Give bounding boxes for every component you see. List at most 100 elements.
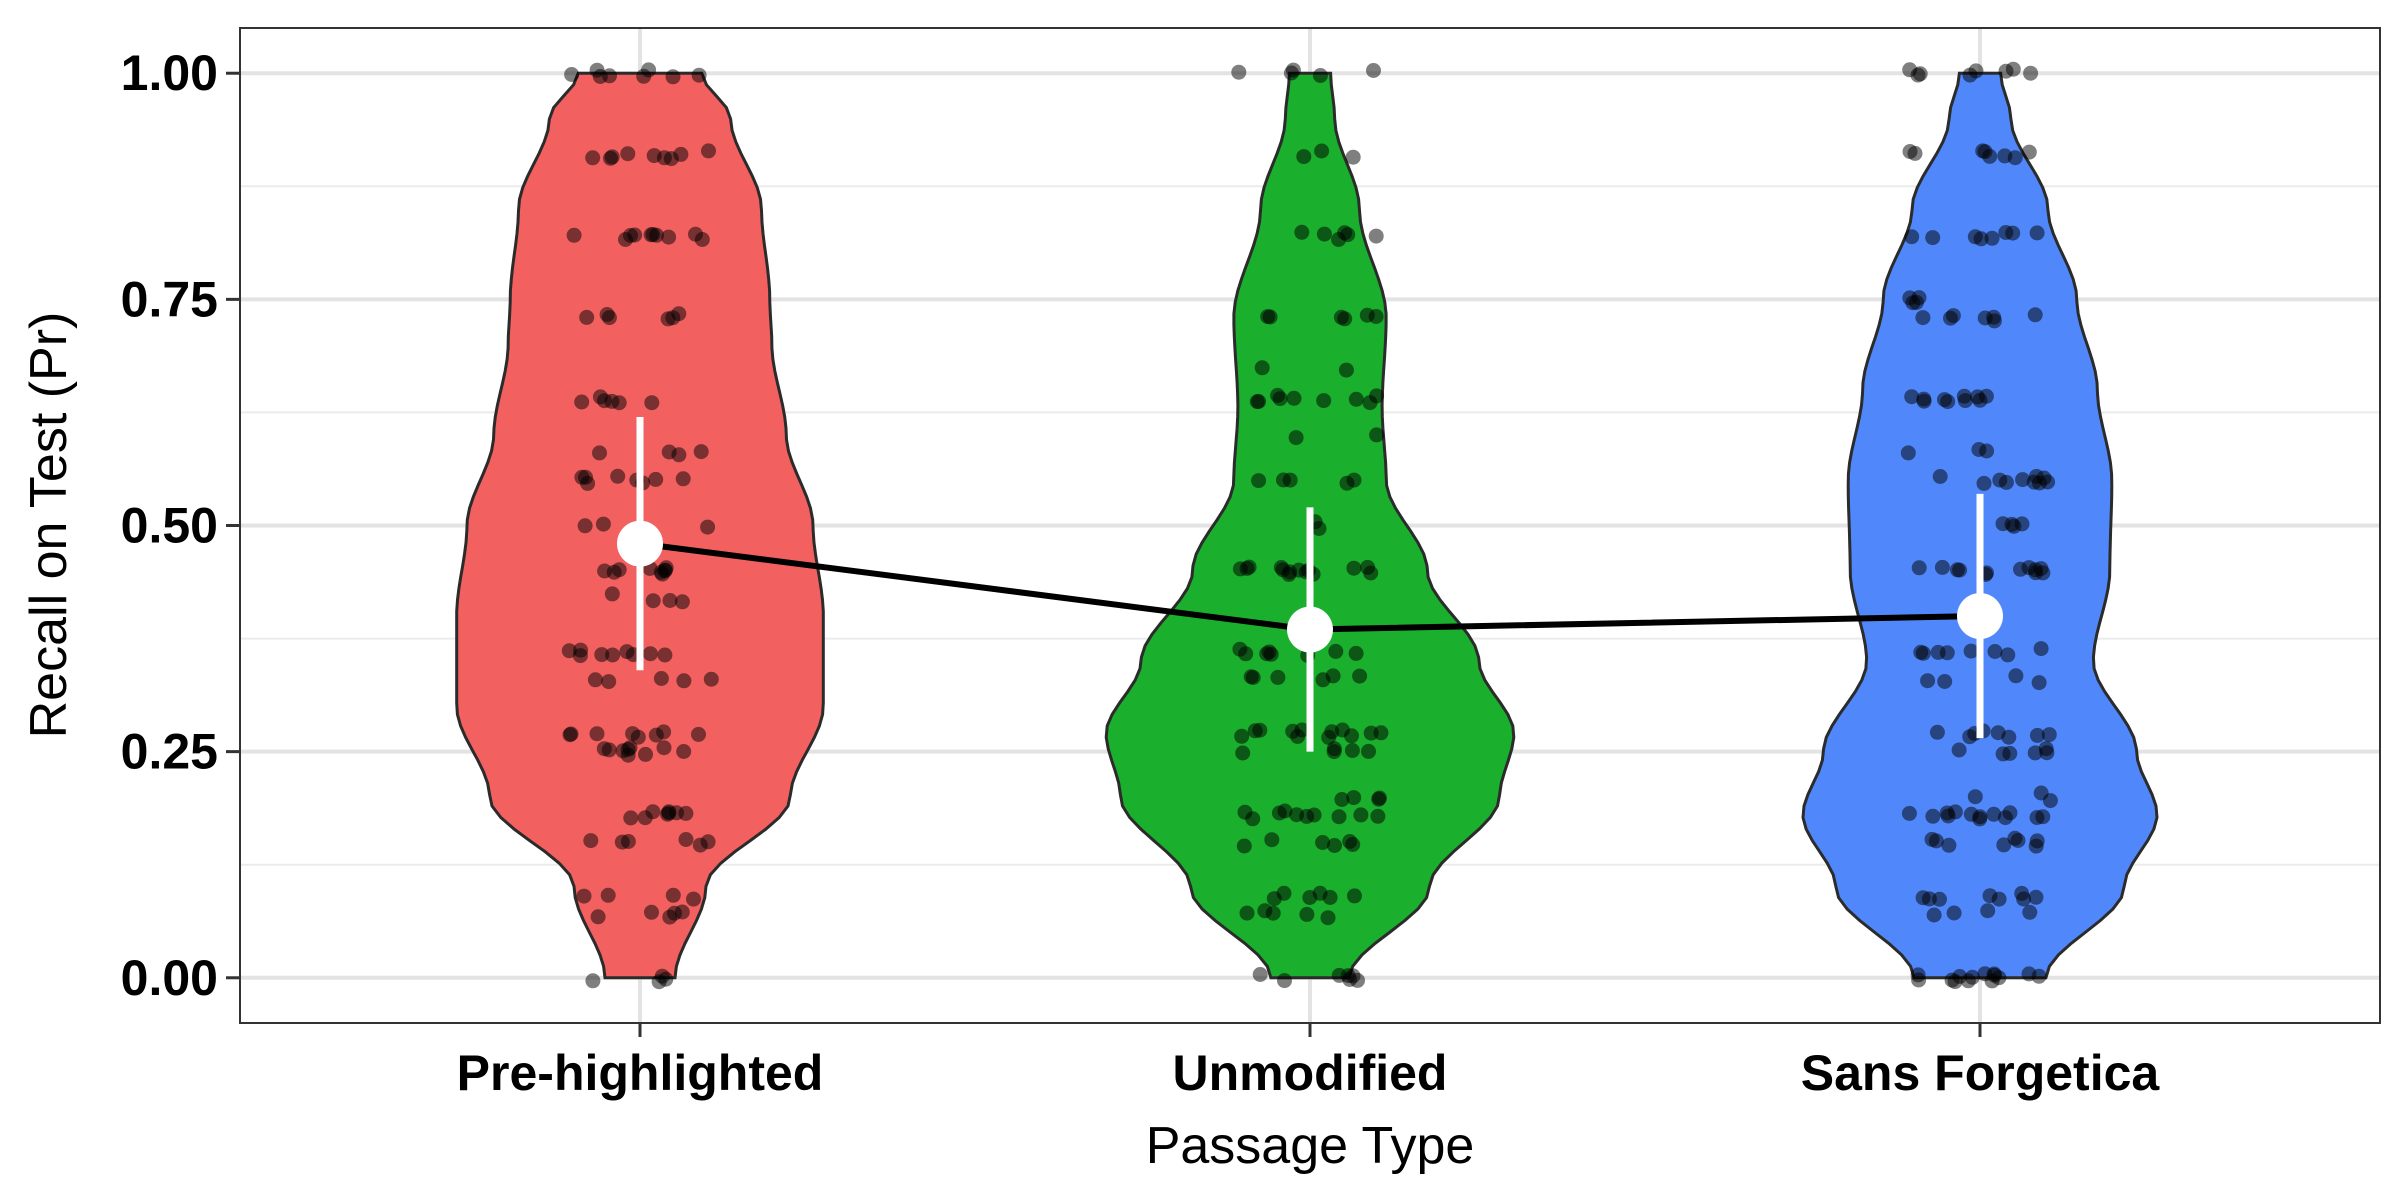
data-point: [648, 471, 664, 487]
data-point: [589, 726, 605, 742]
data-point: [1294, 224, 1310, 240]
data-point: [1946, 905, 1962, 921]
data-point: [1270, 669, 1286, 685]
data-point: [1311, 521, 1327, 536]
data-point: [1252, 967, 1268, 982]
data-point: [1232, 641, 1248, 657]
data-point: [1366, 63, 1381, 78]
data-point: [1324, 724, 1340, 740]
data-point: [2027, 745, 2043, 761]
data-point: [577, 518, 593, 534]
data-point: [1296, 149, 1312, 165]
data-point: [1979, 443, 1995, 459]
data-point: [1962, 67, 1978, 83]
data-point: [1368, 228, 1384, 244]
data-point: [2031, 968, 2047, 984]
data-point: [579, 309, 595, 325]
data-point: [1911, 972, 1927, 988]
data-point: [1251, 473, 1267, 489]
data-point: [1260, 309, 1276, 325]
data-point: [1345, 837, 1361, 852]
data-point: [657, 562, 673, 578]
data-point: [1306, 807, 1322, 823]
data-point: [673, 146, 689, 162]
data-point: [1327, 838, 1342, 853]
data-point: [693, 444, 709, 460]
data-point: [703, 671, 719, 687]
data-point: [1984, 230, 2000, 246]
data-point: [1930, 644, 1946, 660]
data-point: [656, 724, 672, 740]
data-point: [1276, 885, 1292, 901]
data-point: [1363, 565, 1379, 581]
data-point: [600, 887, 616, 903]
data-point: [1973, 231, 1989, 247]
data-point: [1926, 907, 1942, 923]
data-point: [587, 672, 603, 688]
data-point: [2029, 833, 2045, 849]
x-tick-label: Sans Forgetica: [1801, 1045, 2161, 1101]
data-point: [1252, 722, 1268, 738]
data-point: [1937, 392, 1952, 408]
data-point: [1952, 562, 1968, 578]
data-point: [2021, 144, 2037, 160]
data-point: [1325, 668, 1341, 684]
jitter-points: [561, 61, 2058, 990]
data-point: [561, 643, 577, 659]
data-point: [1369, 388, 1385, 404]
data-point: [1328, 643, 1344, 659]
data-point: [1915, 645, 1931, 661]
data-point: [1245, 670, 1261, 685]
data-point: [2008, 668, 2024, 684]
data-point: [1283, 65, 1299, 81]
data-point: [619, 644, 635, 660]
data-point: [1322, 889, 1338, 905]
data-point: [2006, 518, 2022, 534]
data-point: [592, 69, 608, 84]
data-point: [1346, 790, 1362, 806]
data-point: [1372, 790, 1387, 806]
data-point: [1346, 472, 1362, 488]
data-point: [1932, 891, 1947, 907]
data-point: [630, 729, 646, 745]
data-point: [653, 671, 669, 686]
data-point: [1941, 837, 1957, 853]
data-point: [1236, 838, 1252, 854]
data-point: [594, 647, 610, 663]
data-point: [605, 647, 621, 663]
data-point: [623, 810, 639, 826]
data-point: [678, 805, 694, 821]
data-point: [701, 143, 716, 159]
data-point: [599, 307, 615, 322]
data-point: [649, 227, 664, 243]
data-point: [1234, 728, 1250, 744]
data-point: [1352, 668, 1368, 684]
data-point: [686, 891, 701, 907]
data-point: [1915, 890, 1931, 906]
data-point: [1331, 809, 1347, 825]
data-point: [1991, 970, 2007, 986]
data-point: [1998, 63, 2014, 79]
data-point: [1348, 645, 1364, 661]
data-point: [642, 646, 658, 662]
data-point: [1934, 559, 1950, 575]
data-point: [564, 67, 580, 82]
data-point: [1977, 144, 1993, 160]
data-point: [2027, 307, 2043, 323]
data-point: [1900, 445, 1916, 461]
data-point: [595, 516, 611, 532]
data-point: [638, 746, 653, 762]
data-point: [1911, 560, 1927, 576]
data-point: [583, 833, 599, 849]
mean-error-bars: [617, 416, 2003, 752]
data-point: [700, 519, 716, 535]
data-point: [601, 742, 617, 758]
y-tick-label: 1.00: [121, 45, 218, 101]
data-point: [1270, 387, 1286, 403]
data-point: [2005, 225, 2021, 241]
data-point: [585, 973, 601, 989]
data-point: [1314, 143, 1330, 159]
data-point: [1344, 743, 1360, 758]
data-point: [1264, 832, 1280, 848]
